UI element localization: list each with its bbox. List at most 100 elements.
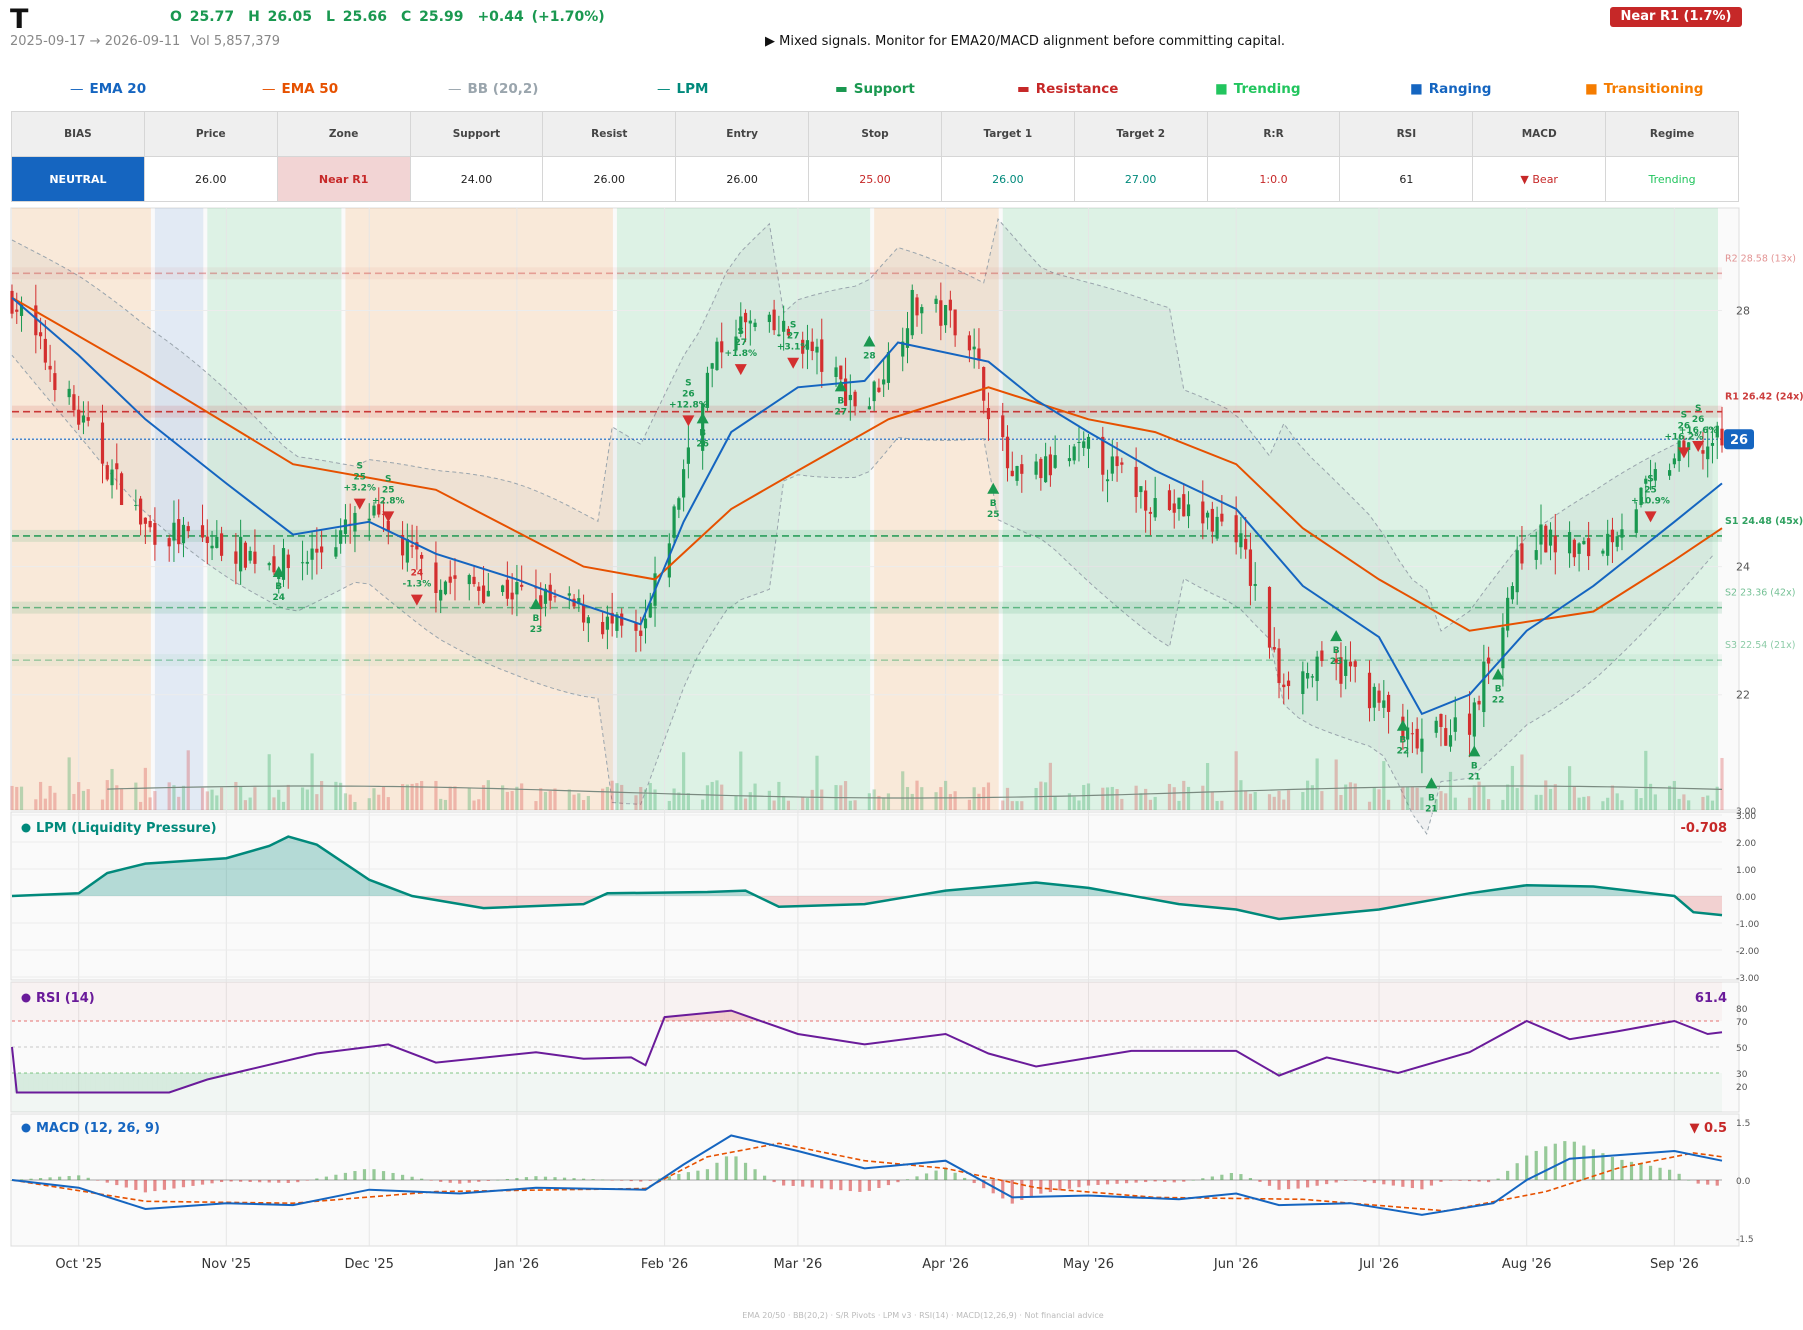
macd-histogram-bar bbox=[1182, 1180, 1186, 1182]
sell-signal-marker bbox=[410, 594, 423, 606]
macd-histogram-bar bbox=[1058, 1180, 1062, 1191]
macd-histogram-bar bbox=[19, 1179, 24, 1180]
candle-body bbox=[420, 554, 424, 559]
candle-body bbox=[515, 582, 519, 595]
macd-histogram-bar bbox=[581, 1178, 586, 1180]
volume-bar bbox=[100, 799, 105, 810]
candle-body bbox=[1105, 479, 1110, 482]
candle-body bbox=[1439, 713, 1443, 727]
legend-item-resistance[interactable]: ▬ Resistance bbox=[1017, 81, 1118, 97]
candle-body bbox=[782, 320, 786, 332]
buy-signal-marker bbox=[1468, 745, 1481, 757]
candle-body bbox=[34, 305, 38, 336]
legend-item-ema-50[interactable]: — EMA 50 bbox=[262, 81, 338, 97]
volume-bar bbox=[1544, 780, 1548, 810]
candle-body bbox=[1501, 627, 1505, 669]
macd-title: MACD (12, 26, 9) bbox=[36, 1121, 160, 1136]
volume-bar bbox=[934, 792, 938, 810]
legend-item-support[interactable]: ▬ Support bbox=[835, 81, 915, 97]
volume-bar bbox=[939, 787, 943, 810]
volume-bar bbox=[734, 795, 738, 810]
lpm-tick-label: -3.00 bbox=[1736, 974, 1760, 984]
macd-histogram-bar bbox=[58, 1176, 62, 1180]
macd-histogram-bar bbox=[1696, 1180, 1700, 1184]
legend-item-bb-20-2[interactable]: — BB (20,2) bbox=[448, 81, 538, 97]
macd-histogram-bar bbox=[1277, 1180, 1281, 1190]
candle-body bbox=[786, 328, 791, 336]
candle-body bbox=[520, 584, 524, 587]
volume-bar bbox=[1620, 800, 1624, 810]
volume-bar bbox=[977, 793, 981, 810]
candle-body bbox=[405, 539, 409, 563]
volume-bar bbox=[1348, 782, 1353, 810]
volume-bar bbox=[34, 799, 38, 810]
volume-bar bbox=[1510, 765, 1515, 810]
buy-signal-marker bbox=[529, 598, 542, 610]
macd-histogram-bar bbox=[1629, 1161, 1634, 1180]
candle-body bbox=[843, 378, 848, 406]
candle-body bbox=[1048, 454, 1052, 476]
buy-signal-label: B 23 bbox=[530, 614, 543, 635]
legend-item-trending[interactable]: ■ Trending bbox=[1215, 81, 1300, 97]
volume-bar bbox=[1301, 792, 1305, 810]
candle-body bbox=[1234, 515, 1238, 543]
rsi-panel bbox=[10, 981, 1740, 1113]
volume-bar bbox=[1553, 784, 1557, 810]
legend-item-lpm[interactable]: — LPM bbox=[657, 81, 708, 97]
volume-bar bbox=[1210, 791, 1214, 810]
candle-body bbox=[1110, 456, 1114, 474]
macd-histogram-bar bbox=[953, 1172, 957, 1180]
candle-body bbox=[48, 365, 52, 370]
candle-body bbox=[710, 363, 714, 369]
volume-bar bbox=[410, 783, 414, 810]
candle-body bbox=[1072, 446, 1076, 461]
buy-signal-label: B 22 bbox=[1397, 736, 1410, 757]
sell-signal-marker bbox=[734, 364, 747, 376]
candle-body bbox=[15, 309, 19, 312]
legend-item-ema-20[interactable]: — EMA 20 bbox=[70, 81, 146, 97]
summary-value-rsi: 61 bbox=[1339, 156, 1474, 202]
candle-body bbox=[1448, 735, 1453, 747]
legend-item-ranging[interactable]: ■ Ranging bbox=[1410, 81, 1491, 97]
candle-body bbox=[715, 341, 719, 371]
candle-body bbox=[181, 524, 186, 544]
macd-histogram-bar bbox=[391, 1172, 395, 1180]
candle-body bbox=[1715, 425, 1719, 438]
candle-body bbox=[1086, 436, 1091, 449]
volume-bar bbox=[1177, 800, 1181, 810]
candle-body bbox=[1687, 442, 1691, 451]
volume-bar bbox=[439, 798, 443, 810]
macd-histogram-bar bbox=[143, 1180, 147, 1193]
volume-bar bbox=[648, 783, 652, 810]
x-tick-label: Jun '26 bbox=[1213, 1257, 1259, 1272]
volume-bar bbox=[1439, 791, 1443, 810]
macd-histogram-bar bbox=[1601, 1153, 1605, 1180]
volume-bar bbox=[253, 787, 257, 810]
volume-bar bbox=[1272, 796, 1276, 810]
macd-signal-line bbox=[11, 1142, 1723, 1212]
volume-bar bbox=[786, 800, 791, 810]
candle-body bbox=[1382, 700, 1386, 708]
volume-bar bbox=[677, 792, 681, 810]
volume-bar bbox=[667, 800, 671, 810]
sell-signal-label: 24 -1.3% bbox=[403, 569, 432, 590]
volume-bar bbox=[1501, 799, 1505, 810]
x-tick-label: Nov '25 bbox=[202, 1257, 252, 1272]
legend-label: EMA 20 bbox=[89, 81, 147, 97]
volume-bar bbox=[1305, 780, 1310, 810]
volume-bar bbox=[634, 795, 638, 810]
candle-body bbox=[1039, 458, 1043, 479]
volume-bar bbox=[248, 797, 252, 810]
candle-body bbox=[977, 348, 981, 361]
macd-histogram-bar bbox=[858, 1180, 862, 1192]
candle-body bbox=[1544, 525, 1548, 553]
summary-value-target-1: 26.00 bbox=[940, 156, 1075, 202]
volume-bar bbox=[167, 782, 171, 810]
macd-histogram-bar bbox=[1315, 1180, 1319, 1186]
candle-body bbox=[510, 592, 514, 600]
volume-bar bbox=[172, 785, 176, 810]
macd-histogram-bar bbox=[353, 1171, 357, 1180]
legend-item-transitioning[interactable]: ■ Transitioning bbox=[1585, 81, 1703, 97]
candle-body bbox=[1577, 543, 1581, 554]
candle-body bbox=[1286, 680, 1291, 687]
